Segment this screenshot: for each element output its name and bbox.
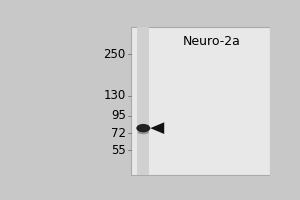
- Bar: [130, 27, 270, 175]
- Ellipse shape: [136, 124, 150, 132]
- Text: 72: 72: [111, 127, 126, 140]
- Ellipse shape: [137, 130, 149, 134]
- Text: 95: 95: [111, 109, 126, 122]
- Text: 55: 55: [111, 144, 126, 157]
- Polygon shape: [150, 122, 164, 134]
- Bar: [137, 27, 149, 175]
- Text: 130: 130: [103, 89, 126, 102]
- Text: 250: 250: [103, 48, 126, 61]
- Text: Neuro-2a: Neuro-2a: [183, 35, 241, 48]
